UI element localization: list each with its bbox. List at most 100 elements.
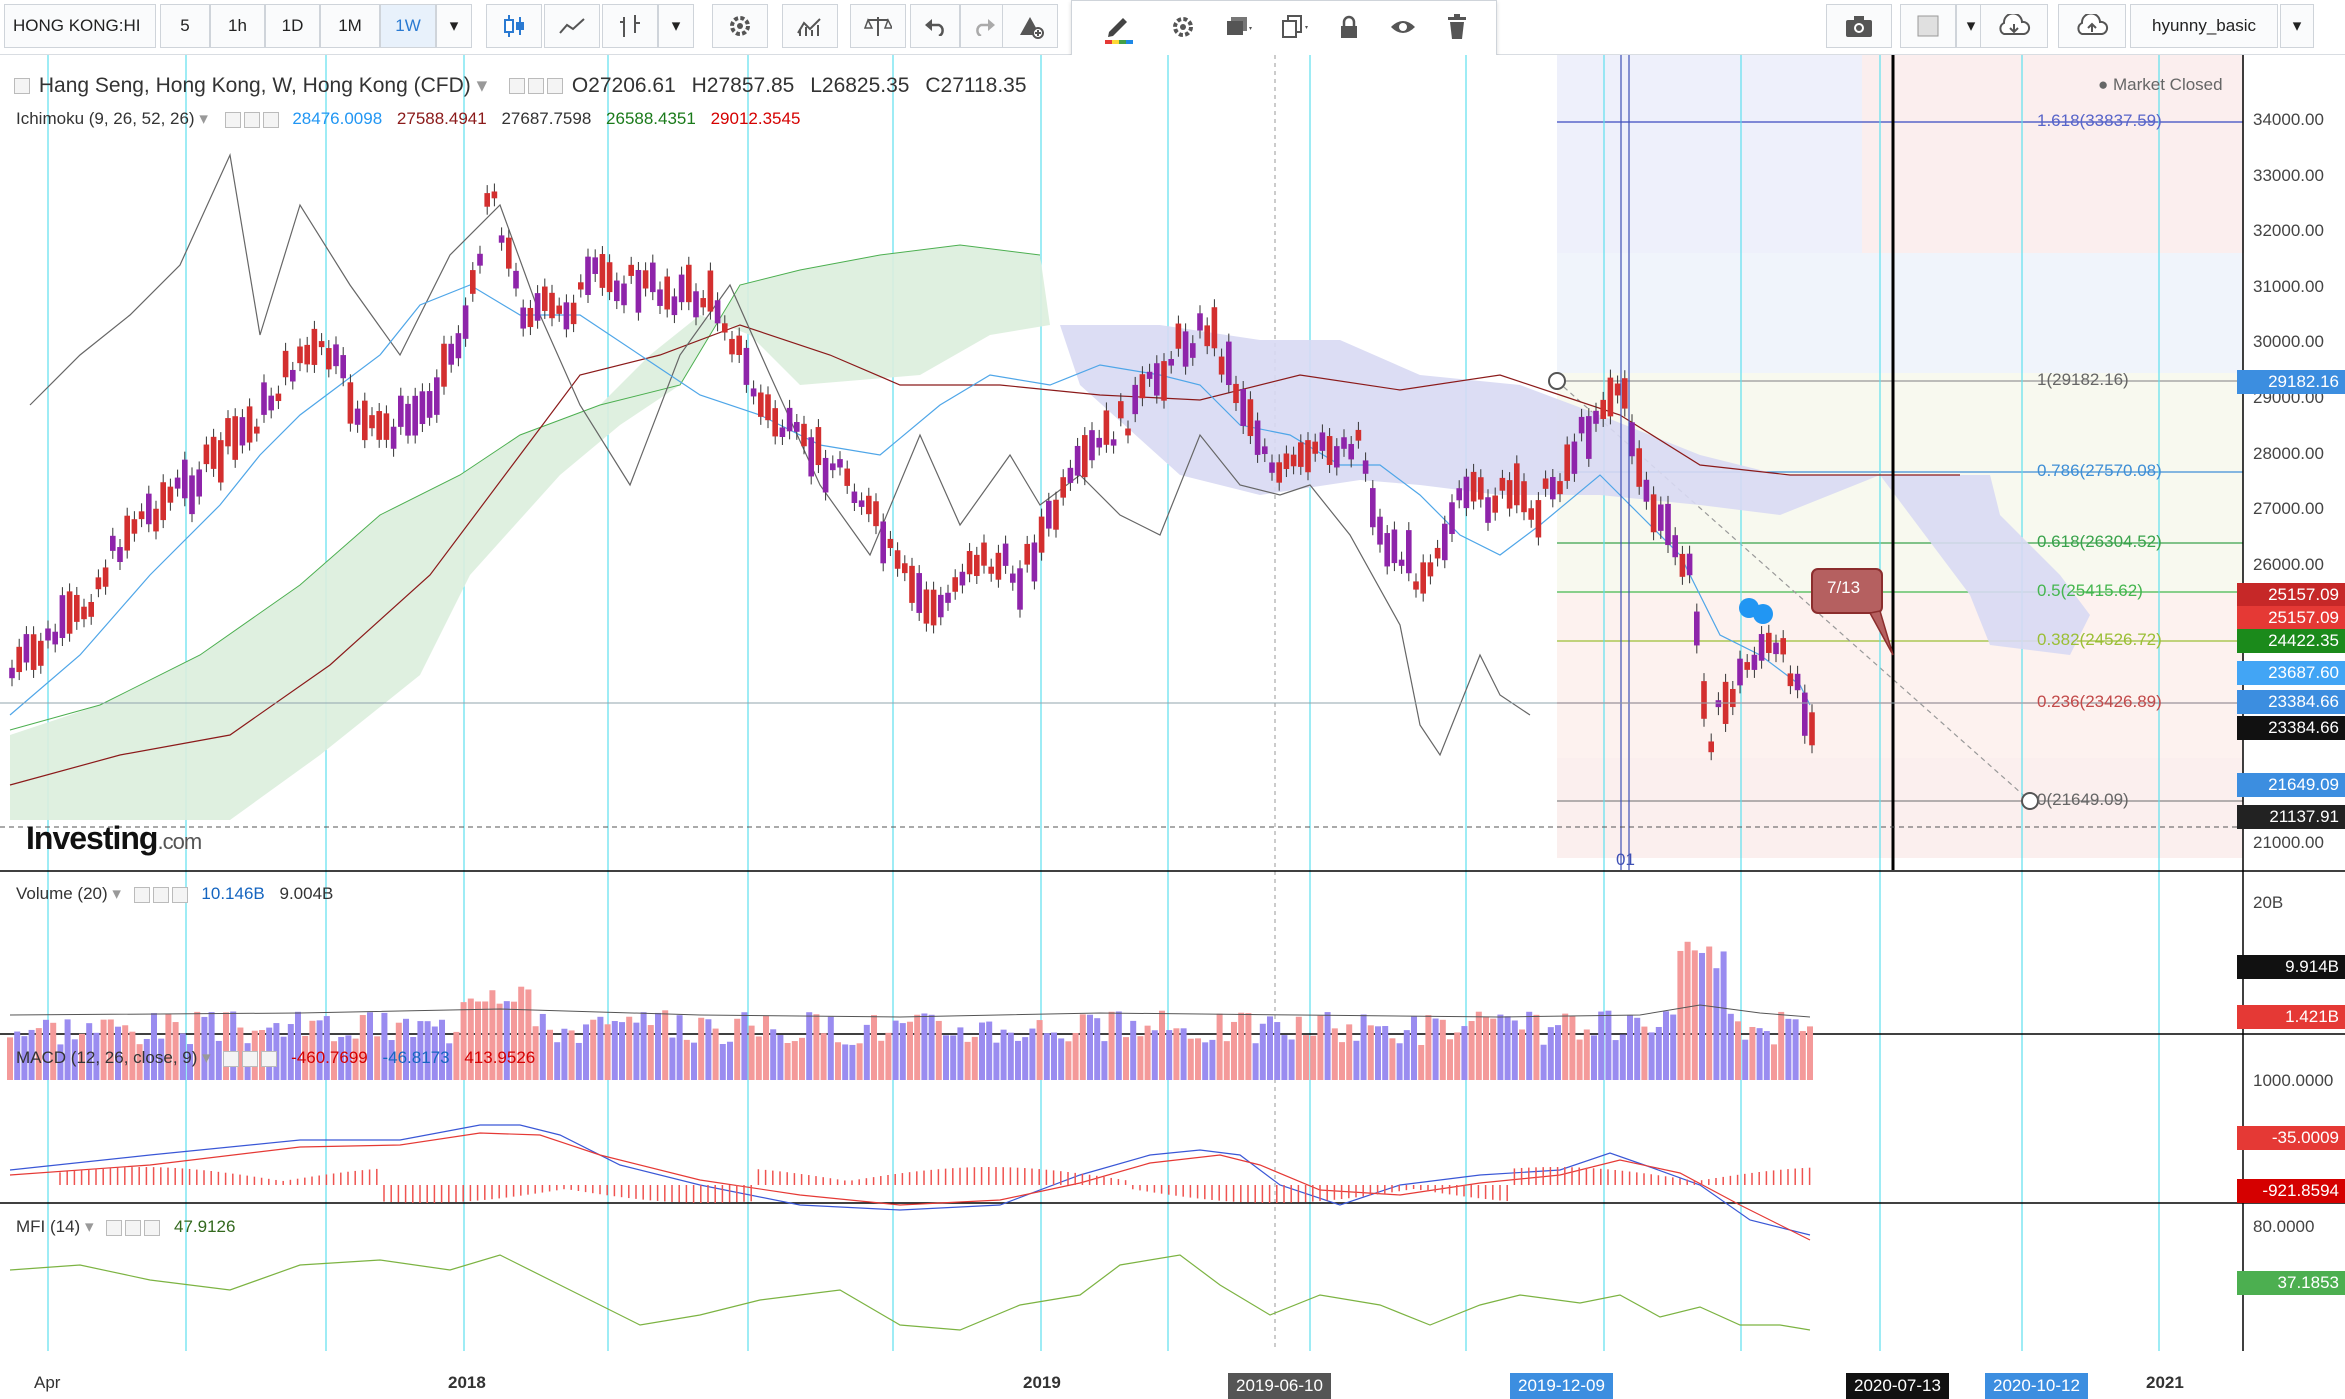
chart-canvas[interactable]: [0, 55, 2345, 1351]
macd-legend[interactable]: MACD (12, 26, close, 9) ▾ -460.7699 -46.…: [16, 1048, 535, 1068]
candle-body: [333, 344, 339, 367]
volume-bar: [395, 1022, 402, 1080]
chart-area[interactable]: Hang Seng, Hong Kong, W, Hong Kong (CFD)…: [0, 55, 2345, 1399]
callout-annotation[interactable]: [1811, 568, 1894, 656]
price-candles[interactable]: [9, 183, 1815, 761]
candles-button[interactable]: [486, 4, 542, 48]
chart-style-dropdown[interactable]: ▾: [658, 4, 694, 48]
candle-body: [1312, 441, 1318, 454]
volume-bar: [633, 1022, 640, 1080]
mfi-legend[interactable]: MFI (14) ▾ 47.9126: [16, 1217, 235, 1237]
ichimoku-legend[interactable]: Ichimoku (9, 26, 52, 26) ▾ 28476.0098 27…: [16, 109, 800, 129]
fib-anchor-handle[interactable]: [1548, 372, 1566, 390]
pivot-marker[interactable]: [1739, 598, 1773, 624]
candle-body: [1672, 535, 1678, 558]
volume-bar: [1807, 1026, 1813, 1080]
candle-body: [930, 589, 937, 626]
eye-icon[interactable]: [106, 1219, 123, 1236]
ichimoku-value-5: 29012.3545: [710, 109, 801, 128]
caret-down-icon[interactable]: ▾: [84, 1217, 94, 1236]
main-series-legend[interactable]: Hang Seng, Hong Kong, W, Hong Kong (CFD)…: [14, 73, 1027, 98]
volume-bar: [1267, 1016, 1273, 1080]
redo-button[interactable]: [960, 4, 1010, 48]
close-icon[interactable]: [546, 78, 563, 95]
bar-style-button[interactable]: [602, 4, 658, 48]
close-icon[interactable]: [171, 886, 188, 903]
time-axis-label: 2021: [2146, 1373, 2184, 1392]
bar-style-icon: [620, 15, 640, 37]
cloud-download-icon: [1999, 14, 2031, 35]
candle-body: [59, 595, 66, 639]
snapshot-button[interactable]: [1826, 4, 1892, 48]
close-icon[interactable]: [144, 1219, 161, 1236]
price-tag: 23384.66: [2237, 690, 2345, 714]
volume-bar: [950, 1035, 957, 1080]
fib-retracement[interactable]: [1556, 55, 2244, 858]
brush-button[interactable]: [1092, 5, 1144, 49]
settings-icon[interactable]: [242, 1050, 259, 1067]
close-icon[interactable]: [261, 1050, 278, 1067]
interval-5-button[interactable]: 5: [160, 4, 210, 48]
indicator-name: Ichimoku (9, 26, 52, 26): [16, 109, 195, 128]
volume-tag: 9.914B: [2237, 955, 2345, 979]
investing-logo: Investing.com: [26, 820, 202, 857]
fib-anchor-handle[interactable]: [2021, 792, 2039, 810]
candle-body: [1002, 543, 1009, 566]
settings-icon[interactable]: [243, 111, 260, 128]
layers-button[interactable]: [1212, 5, 1266, 49]
collapse-icon[interactable]: [14, 78, 30, 95]
interval-dropdown[interactable]: ▾: [436, 4, 472, 48]
color-button[interactable]: [1900, 4, 1956, 48]
volume-bar: [1346, 1024, 1353, 1080]
caret-down-icon: ▾: [2292, 16, 2302, 35]
line-chart-button[interactable]: [544, 4, 600, 48]
undo-button[interactable]: [910, 4, 960, 48]
price-axis-label: 34000.00: [2253, 110, 2324, 129]
interval-1w-button[interactable]: 1W: [380, 4, 436, 48]
eye-icon[interactable]: [133, 886, 150, 903]
delete-button[interactable]: [1432, 5, 1482, 49]
drawing-settings-button[interactable]: [1158, 5, 1208, 49]
candle-body: [1658, 504, 1664, 531]
visibility-button[interactable]: [1378, 5, 1428, 49]
compare-button[interactable]: [850, 4, 906, 48]
caret-down-icon[interactable]: ▾: [199, 109, 208, 128]
interval-1h-button[interactable]: 1h: [210, 4, 265, 48]
lock-button[interactable]: [1324, 5, 1374, 49]
save-chart-button[interactable]: [2058, 4, 2126, 48]
caret-down-icon[interactable]: ▾: [202, 1048, 211, 1067]
interval-1d-button[interactable]: 1D: [265, 4, 320, 48]
clone-button[interactable]: [1268, 5, 1322, 49]
candle-body: [1240, 389, 1246, 426]
candle-body: [1406, 530, 1412, 574]
settings-icon[interactable]: [527, 78, 544, 95]
candle-body: [398, 395, 404, 427]
candle-body: [614, 280, 620, 302]
chart-settings-button[interactable]: [712, 4, 768, 48]
macd-axis-label: 1000.0000: [2253, 1071, 2334, 1090]
layout-dropdown[interactable]: ▾: [2280, 4, 2314, 48]
settings-icon[interactable]: [152, 886, 169, 903]
volume-legend[interactable]: Volume (20) ▾ 10.146B 9.004B: [16, 884, 333, 904]
volume-bar: [878, 1040, 885, 1080]
layout-name-button[interactable]: hyunny_basic: [2130, 4, 2278, 48]
caret-down-icon[interactable]: ▾: [112, 884, 121, 903]
volume-bar: [1274, 1022, 1281, 1080]
eye-icon[interactable]: [508, 78, 525, 95]
eye-icon[interactable]: [224, 111, 241, 128]
volume-bar: [705, 1019, 712, 1080]
caret-down-icon[interactable]: ▾: [476, 74, 488, 97]
load-chart-button[interactable]: [1980, 4, 2048, 48]
candle-body: [714, 300, 721, 324]
volume-bar: [561, 1028, 568, 1080]
alert-button[interactable]: [1002, 4, 1058, 48]
eye-icon[interactable]: [223, 1050, 240, 1067]
settings-icon[interactable]: [125, 1219, 142, 1236]
candle-body: [326, 348, 332, 370]
close-icon[interactable]: [262, 111, 279, 128]
indicators-button[interactable]: [782, 4, 838, 48]
candle-body: [477, 253, 483, 266]
volume-bar: [777, 1035, 784, 1080]
interval-1m-button[interactable]: 1M: [320, 4, 380, 48]
symbol-search[interactable]: HONG KONG:HI: [4, 4, 156, 48]
